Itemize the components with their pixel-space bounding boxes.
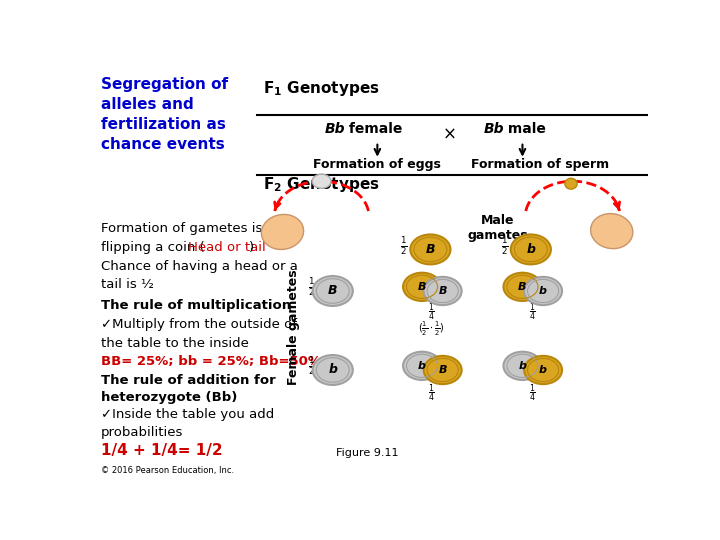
Text: ): ) xyxy=(249,241,254,254)
Text: Formation of sperm: Formation of sperm xyxy=(471,158,609,171)
Text: Female gametes: Female gametes xyxy=(287,269,300,384)
Text: $\frac{1}{4}$: $\frac{1}{4}$ xyxy=(428,301,435,322)
Text: Segregation of
alleles and
fertilization as
chance events: Segregation of alleles and fertilization… xyxy=(101,77,228,152)
Text: Male
gametes: Male gametes xyxy=(467,214,528,242)
Text: $\mathbf{F_1}$ Genotypes: $\mathbf{F_1}$ Genotypes xyxy=(263,79,379,98)
Text: b: b xyxy=(539,365,547,375)
Circle shape xyxy=(423,277,462,305)
Text: Formation of eggs: Formation of eggs xyxy=(313,158,441,171)
Circle shape xyxy=(423,356,462,384)
Text: b: b xyxy=(526,243,535,256)
Text: probabilities: probabilities xyxy=(101,426,184,439)
Text: ✓Inside the table you add: ✓Inside the table you add xyxy=(101,408,274,421)
Text: b: b xyxy=(418,361,426,371)
Circle shape xyxy=(510,234,551,265)
Text: $\frac{1}{2}$: $\frac{1}{2}$ xyxy=(308,355,316,377)
Text: $\frac{1}{4}$: $\frac{1}{4}$ xyxy=(529,382,536,404)
Circle shape xyxy=(503,352,541,380)
Text: $\frac{1}{2}$: $\frac{1}{2}$ xyxy=(501,235,508,256)
Text: the table to the inside: the table to the inside xyxy=(101,336,249,349)
Text: B: B xyxy=(438,365,447,375)
Circle shape xyxy=(312,355,353,385)
Text: The rule of addition for: The rule of addition for xyxy=(101,374,276,387)
Text: © 2016 Pearson Education, Inc.: © 2016 Pearson Education, Inc. xyxy=(101,466,234,475)
Text: b: b xyxy=(539,286,547,296)
Text: ×: × xyxy=(443,125,457,143)
Text: ✓Multiply from the outside of: ✓Multiply from the outside of xyxy=(101,318,297,331)
Circle shape xyxy=(524,356,562,384)
Text: $\mathbf{F_2}$ Genotypes: $\mathbf{F_2}$ Genotypes xyxy=(263,175,379,194)
Text: $\frac{1}{4}$: $\frac{1}{4}$ xyxy=(529,301,536,322)
Text: heterozygote (Bb): heterozygote (Bb) xyxy=(101,390,238,404)
Text: b: b xyxy=(518,361,526,371)
Text: Bb: Bb xyxy=(483,122,504,136)
Ellipse shape xyxy=(590,214,633,248)
Text: $\frac{1}{4}$: $\frac{1}{4}$ xyxy=(428,382,435,404)
Text: B: B xyxy=(518,282,527,292)
Text: $\frac{1}{2}$: $\frac{1}{2}$ xyxy=(308,276,316,298)
Text: B: B xyxy=(438,286,447,296)
Text: The rule of multiplication: The rule of multiplication xyxy=(101,299,292,312)
Text: B: B xyxy=(426,243,435,256)
Circle shape xyxy=(312,276,353,306)
Circle shape xyxy=(312,174,331,188)
Text: Figure 9.11: Figure 9.11 xyxy=(336,448,398,458)
Text: Bb: Bb xyxy=(324,122,345,136)
Text: Head or tail: Head or tail xyxy=(188,241,266,254)
Circle shape xyxy=(503,273,541,301)
Text: B: B xyxy=(418,282,426,292)
Text: BB= 25%; bb = 25%; Bb=50%: BB= 25%; bb = 25%; Bb=50% xyxy=(101,355,321,368)
Circle shape xyxy=(403,273,441,301)
Text: $\frac{1}{2}$: $\frac{1}{2}$ xyxy=(400,235,408,256)
Circle shape xyxy=(403,352,441,380)
Circle shape xyxy=(410,234,451,265)
Text: tail is ½: tail is ½ xyxy=(101,279,154,292)
Ellipse shape xyxy=(261,214,304,249)
Text: flipping a coin (: flipping a coin ( xyxy=(101,241,205,254)
Text: Chance of having a head or a: Chance of having a head or a xyxy=(101,260,298,273)
Text: b: b xyxy=(328,363,337,376)
Text: male: male xyxy=(503,122,546,136)
Text: female: female xyxy=(344,122,402,136)
Text: $(\frac{1}{2}\cdot\frac{1}{2})$: $(\frac{1}{2}\cdot\frac{1}{2})$ xyxy=(418,320,445,338)
Ellipse shape xyxy=(565,178,577,189)
Circle shape xyxy=(524,277,562,305)
Text: 1/4 + 1/4= 1/2: 1/4 + 1/4= 1/2 xyxy=(101,443,222,458)
Text: Formation of gametes is like: Formation of gametes is like xyxy=(101,222,289,235)
Text: B: B xyxy=(328,285,338,298)
